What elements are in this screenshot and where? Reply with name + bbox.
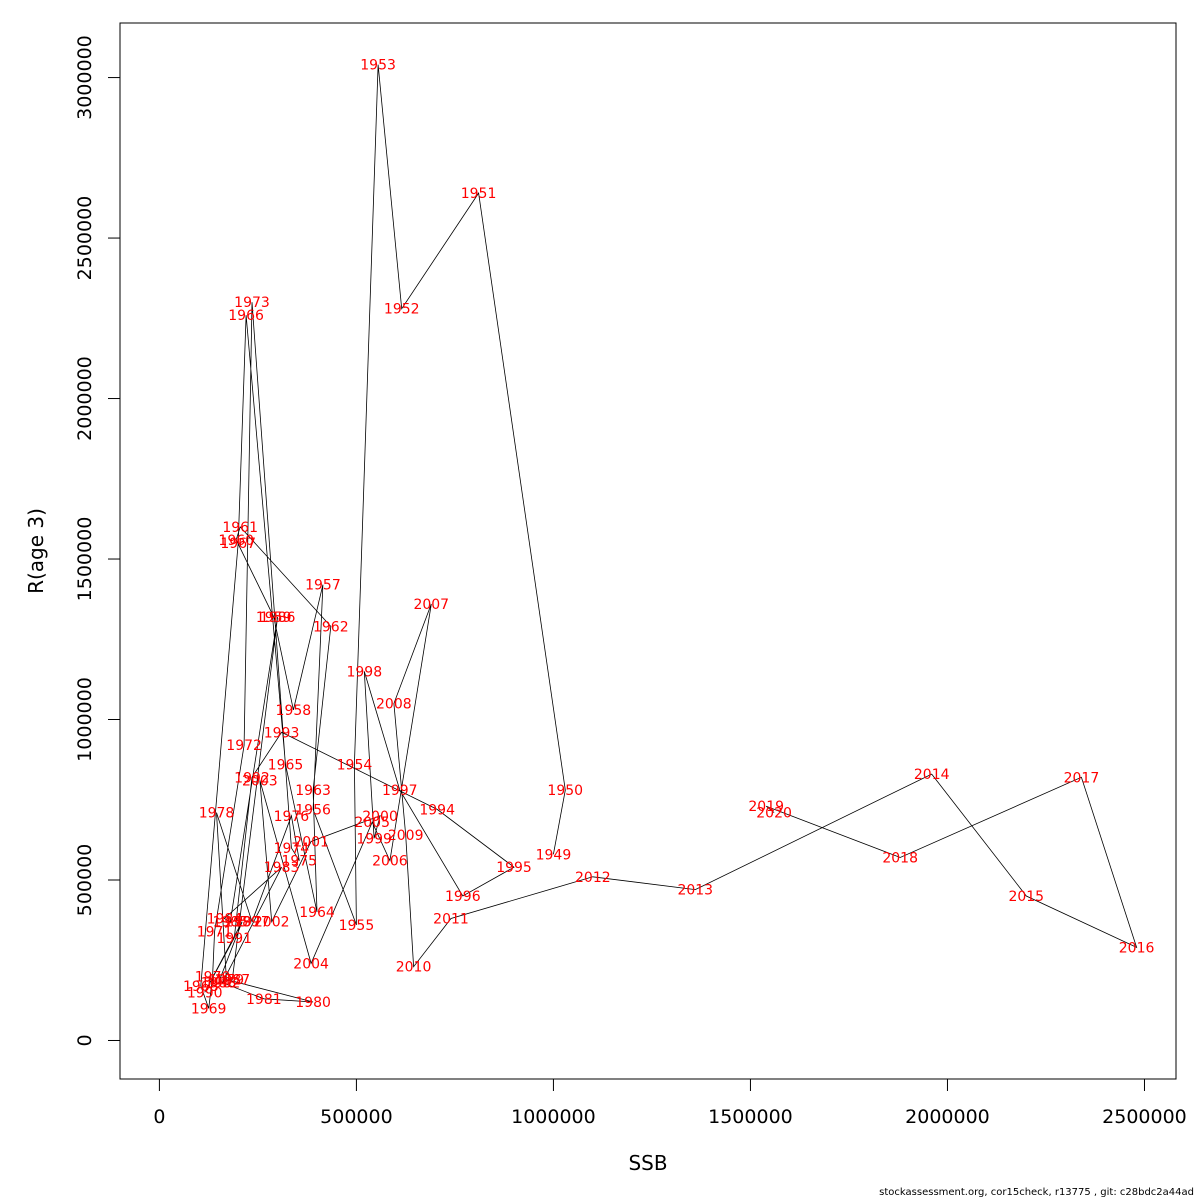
year-label-1967: 1967 xyxy=(220,536,256,552)
y-tick-label: 0 xyxy=(74,1034,96,1046)
year-label-1979: 1979 xyxy=(209,972,245,988)
year-label-2007: 2007 xyxy=(413,597,449,613)
year-label-1997: 1997 xyxy=(382,783,418,799)
year-label-1970: 1970 xyxy=(195,969,231,985)
x-tick-label: 2500000 xyxy=(1102,1106,1187,1128)
y-tick-label: 500000 xyxy=(74,844,96,917)
recruitment-path-line xyxy=(200,64,1138,1009)
year-label-2014: 2014 xyxy=(914,767,950,783)
x-tick-label: 2000000 xyxy=(905,1106,990,1128)
year-label-1966: 1966 xyxy=(228,308,264,324)
year-label-1955: 1955 xyxy=(339,918,375,934)
year-label-2019: 2019 xyxy=(748,799,784,815)
year-label-1983: 1983 xyxy=(264,860,300,876)
year-label-1957: 1957 xyxy=(305,578,341,594)
year-label-1982: 1982 xyxy=(205,976,241,992)
year-label-2004: 2004 xyxy=(293,956,329,972)
year-label-1951: 1951 xyxy=(461,186,497,202)
y-tick-label: 1500000 xyxy=(74,517,96,602)
year-label-2006: 2006 xyxy=(372,854,408,870)
y-tick-label: 3000000 xyxy=(74,35,96,120)
y-tick-label: 1000000 xyxy=(74,677,96,762)
year-label-2009: 2009 xyxy=(388,828,424,844)
year-label-1987: 1987 xyxy=(214,972,250,988)
y-axis-title: R(age 3) xyxy=(24,508,48,594)
year-label-2017: 2017 xyxy=(1064,770,1100,786)
year-label-1954: 1954 xyxy=(337,757,373,773)
year-label-1958: 1958 xyxy=(276,703,312,719)
year-label-2008: 2008 xyxy=(376,696,412,712)
year-label-1962: 1962 xyxy=(313,619,349,635)
year-label-1964: 1964 xyxy=(299,905,335,921)
x-tick-label: 0 xyxy=(153,1106,165,1128)
year-label-2000: 2000 xyxy=(362,809,398,825)
year-label-2016: 2016 xyxy=(1119,940,1155,956)
x-axis-title: SSB xyxy=(628,1151,667,1175)
year-label-1978: 1978 xyxy=(199,806,235,822)
year-label-1985: 1985 xyxy=(213,915,249,931)
year-label-1994: 1994 xyxy=(419,802,455,818)
year-label-1972: 1972 xyxy=(226,738,262,754)
year-label-1990: 1990 xyxy=(187,985,223,1001)
year-label-1969: 1969 xyxy=(191,1001,227,1017)
series-path xyxy=(200,64,1138,1009)
year-label-2001: 2001 xyxy=(293,834,329,850)
year-label-1984: 1984 xyxy=(207,912,243,928)
year-label-2020: 2020 xyxy=(756,806,792,822)
year-label-1977: 1977 xyxy=(234,915,270,931)
year-label-1975: 1975 xyxy=(281,854,317,870)
y-tick-label: 2500000 xyxy=(74,196,96,281)
year-labels: 1949 1950 1951 1952 1953 1954 1955 1956 1957 1958… xyxy=(183,58,1155,1018)
x-tick-label: 1000000 xyxy=(511,1106,596,1128)
year-label-1960: 1960 xyxy=(218,533,254,549)
year-label-1981: 1981 xyxy=(246,992,282,1008)
year-label-1949: 1949 xyxy=(536,847,572,863)
year-label-1989: 1989 xyxy=(224,915,260,931)
year-label-2005: 2005 xyxy=(354,815,390,831)
year-label-1999: 1999 xyxy=(356,831,392,847)
axes: 0 500000 1000000 1500000 2000000 2500000 0 5000… xyxy=(74,35,1187,1128)
year-label-1950: 1950 xyxy=(547,783,583,799)
year-label-1980: 1980 xyxy=(295,995,331,1011)
year-label-2002: 2002 xyxy=(254,915,290,931)
year-label-1988: 1988 xyxy=(201,976,237,992)
x-tick-label: 500000 xyxy=(320,1106,393,1128)
year-label-2011: 2011 xyxy=(433,912,469,928)
year-label-1973: 1973 xyxy=(234,295,270,311)
year-label-2013: 2013 xyxy=(677,883,713,899)
year-label-1995: 1995 xyxy=(496,860,532,876)
year-label-2010: 2010 xyxy=(396,960,432,976)
year-label-1961: 1961 xyxy=(222,520,258,536)
year-label-1976: 1976 xyxy=(274,809,310,825)
year-label-1993: 1993 xyxy=(264,725,300,741)
year-label-1986: 1986 xyxy=(260,610,296,626)
year-label-1959: 1959 xyxy=(256,610,292,626)
year-label-2018: 2018 xyxy=(882,851,918,867)
year-label-1996: 1996 xyxy=(445,889,481,905)
year-label-1953: 1953 xyxy=(360,58,396,74)
year-label-1971: 1971 xyxy=(197,924,233,940)
year-label-2003: 2003 xyxy=(242,773,278,789)
y-tick-label: 2000000 xyxy=(74,356,96,441)
year-label-1963: 1963 xyxy=(295,783,331,799)
year-label-1974: 1974 xyxy=(274,841,310,857)
x-tick-label: 1500000 xyxy=(708,1106,793,1128)
year-label-1998: 1998 xyxy=(346,664,382,680)
year-label-2012: 2012 xyxy=(575,870,611,886)
year-label-1965: 1965 xyxy=(268,757,304,773)
year-label-1992: 1992 xyxy=(234,770,270,786)
footer-credit: stockassessment.org, cor15check, r13775 … xyxy=(879,1187,1194,1198)
year-label-1991: 1991 xyxy=(216,931,252,947)
year-label-1968: 1968 xyxy=(183,979,219,995)
year-label-1952: 1952 xyxy=(384,302,420,318)
year-label-2015: 2015 xyxy=(1008,889,1044,905)
year-label-1956: 1956 xyxy=(295,802,331,818)
